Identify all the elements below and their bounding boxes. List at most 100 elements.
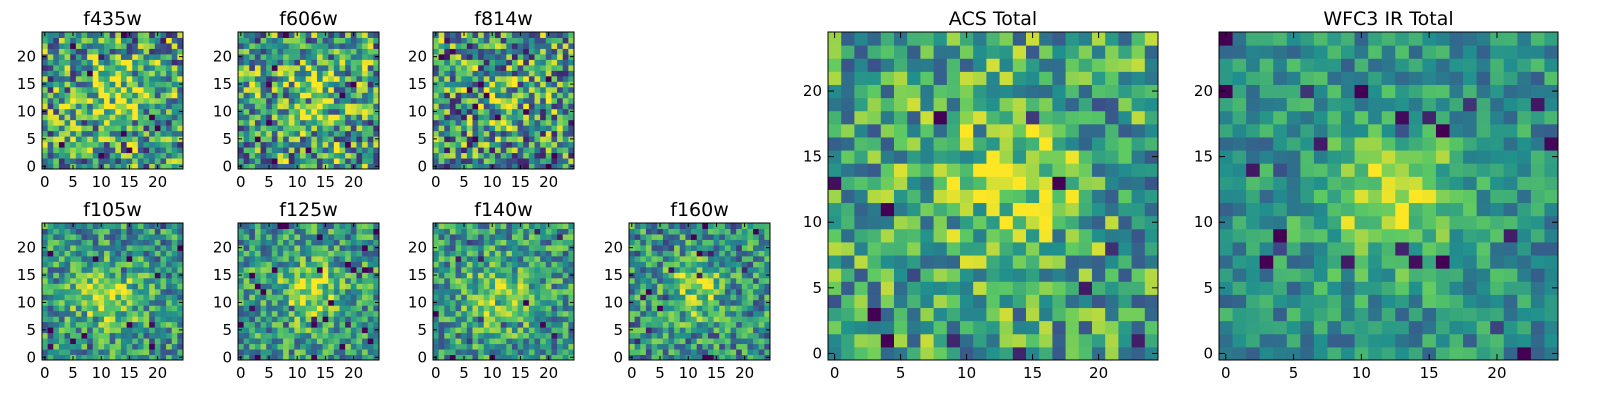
heatmap-cell <box>444 108 451 115</box>
heatmap-cell <box>1131 215 1146 230</box>
heatmap-cell <box>523 86 530 93</box>
heatmap-cell <box>98 92 105 99</box>
heatmap-cell <box>271 37 278 44</box>
heatmap-cell <box>444 228 451 235</box>
heatmap-cell <box>753 343 760 350</box>
heatmap-cell <box>294 349 301 356</box>
heatmap-cell <box>478 75 485 82</box>
heatmap-cell <box>634 327 641 334</box>
heatmap-cell <box>685 283 692 290</box>
heatmap-cell <box>455 125 462 132</box>
heatmap-cell <box>455 152 462 159</box>
y-tick-label: 15 <box>213 266 232 284</box>
heatmap-cell <box>316 70 324 77</box>
heatmap-cell <box>254 255 262 262</box>
heatmap-cell <box>311 130 318 137</box>
heatmap-cell <box>545 305 552 312</box>
heatmap-cell <box>724 327 732 334</box>
heatmap-cell <box>511 86 519 93</box>
heatmap-cell <box>305 327 312 334</box>
heatmap-cell <box>719 316 726 323</box>
heatmap-cell <box>1118 294 1133 309</box>
heatmap-cell <box>433 86 440 93</box>
heatmap-cell <box>449 272 457 279</box>
heatmap-cell <box>478 125 485 132</box>
heatmap-cell <box>328 92 335 99</box>
heatmap-cell <box>171 53 178 60</box>
heatmap-cell <box>449 255 457 262</box>
heatmap-cell <box>764 316 771 323</box>
heatmap-cell <box>109 130 116 137</box>
heatmap-cell <box>171 70 178 77</box>
heatmap-cell <box>907 228 921 243</box>
heatmap-cell <box>75 114 82 121</box>
heatmap-cell <box>294 316 301 323</box>
heatmap-cell <box>294 48 301 55</box>
heatmap-cell <box>511 125 519 132</box>
heatmap-cell <box>316 147 324 154</box>
heatmap-cell <box>42 321 49 328</box>
heatmap-cell <box>316 228 324 235</box>
heatmap-cell <box>339 338 346 345</box>
heatmap-cell <box>132 250 139 257</box>
heatmap-cell <box>98 152 105 159</box>
x-tick-label: 10 <box>92 173 111 191</box>
heatmap-cell <box>534 147 541 154</box>
heatmap-cell <box>249 277 256 284</box>
heatmap-cell <box>311 228 318 235</box>
heatmap-cell <box>662 250 669 257</box>
heatmap-cell <box>143 141 150 148</box>
heatmap-cell <box>933 163 948 177</box>
heatmap-cell <box>166 32 173 38</box>
heatmap-cell <box>64 32 71 38</box>
heatmap-cell <box>300 163 307 170</box>
heatmap-cell <box>149 327 156 334</box>
heatmap-cell <box>238 255 245 262</box>
heatmap-cell <box>260 130 267 137</box>
heatmap-cell <box>1118 307 1133 322</box>
heatmap-cell <box>47 64 54 71</box>
heatmap-cell <box>305 75 312 82</box>
heatmap-cell <box>483 321 490 328</box>
heatmap-cell <box>828 202 842 217</box>
heatmap-cell <box>662 354 669 361</box>
heatmap-cell <box>115 86 122 93</box>
heatmap-cell <box>629 321 636 328</box>
heatmap-cell <box>350 310 357 317</box>
heatmap-cell <box>260 59 267 66</box>
heatmap-cell <box>495 266 502 273</box>
heatmap-cell <box>81 158 88 165</box>
heatmap-cell <box>685 250 692 257</box>
heatmap-cell <box>345 316 352 323</box>
heatmap-cell <box>171 305 178 312</box>
heatmap-cell <box>679 239 686 246</box>
heatmap-cell <box>472 86 479 93</box>
heatmap-cell <box>528 228 536 235</box>
heatmap-cell <box>1078 268 1093 282</box>
heatmap-cell <box>466 48 473 55</box>
heatmap-cell <box>707 338 715 345</box>
heatmap-cell <box>500 53 507 60</box>
heatmap-cell <box>75 277 82 284</box>
heatmap-cell <box>300 266 307 273</box>
heatmap-cell <box>81 37 88 44</box>
heatmap-cell <box>47 310 54 317</box>
heatmap-cell <box>657 255 664 262</box>
heatmap-cell <box>367 130 374 137</box>
heatmap-cell <box>81 70 88 77</box>
heatmap-cell <box>747 349 754 356</box>
heatmap-cell <box>449 321 457 328</box>
heatmap-cell <box>449 294 457 301</box>
heatmap-cell <box>64 64 71 71</box>
heatmap-cell <box>238 130 245 137</box>
heatmap-cell <box>438 70 445 77</box>
axes-frame <box>432 222 575 361</box>
heatmap-cell <box>300 228 307 235</box>
heatmap-cell <box>75 288 82 295</box>
heatmap-cell <box>747 310 754 317</box>
heatmap-cell <box>562 255 569 262</box>
heatmap-cell <box>328 97 335 104</box>
heatmap-cell <box>920 228 935 243</box>
heatmap-cell <box>500 92 507 99</box>
